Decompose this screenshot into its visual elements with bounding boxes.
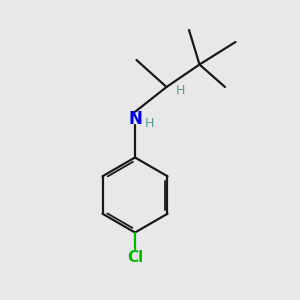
Text: H: H bbox=[145, 117, 154, 130]
Text: Cl: Cl bbox=[127, 250, 143, 265]
Text: H: H bbox=[175, 83, 185, 97]
Text: N: N bbox=[128, 110, 142, 128]
